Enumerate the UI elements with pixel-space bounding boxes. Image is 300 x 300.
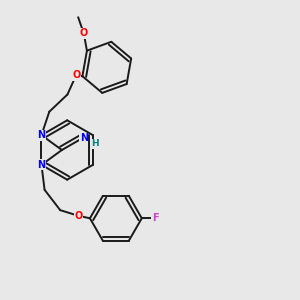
Text: N: N [38,160,46,170]
Text: N: N [38,130,46,140]
Text: O: O [80,28,88,38]
Text: O: O [72,70,80,80]
Text: O: O [74,211,82,221]
Text: H: H [92,140,99,148]
Text: F: F [152,213,158,223]
Text: N: N [80,133,88,143]
